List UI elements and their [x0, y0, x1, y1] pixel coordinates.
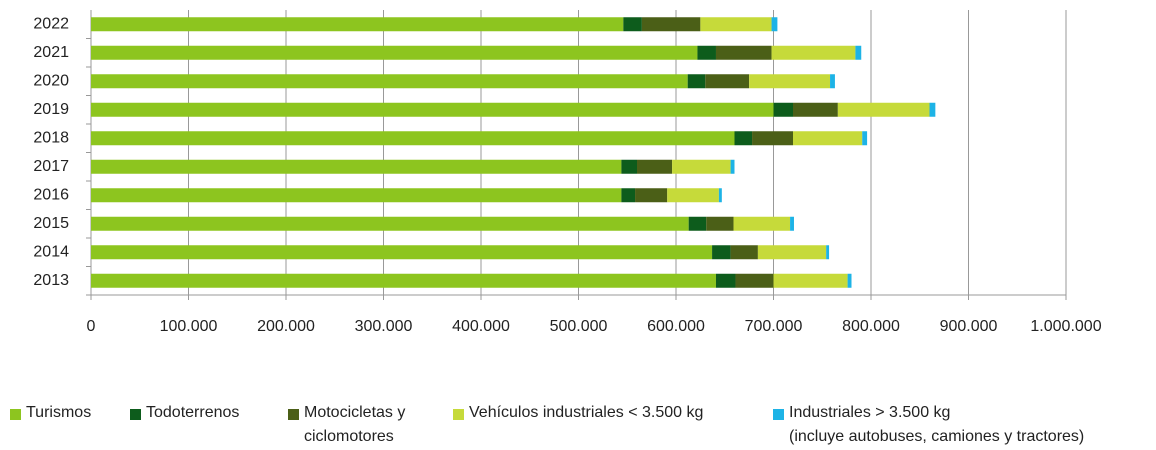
- bar-segment: [91, 245, 713, 260]
- x-tick-label: 500.000: [550, 318, 608, 335]
- bar-segment: [793, 102, 838, 117]
- bar-segment: [734, 131, 753, 146]
- bar-segment: [730, 245, 758, 260]
- legend-label: Industriales > 3.500 kg (incluye autobus…: [789, 404, 1085, 445]
- bar-segment: [826, 245, 830, 260]
- bar-segment: [672, 159, 731, 174]
- bar-segment: [752, 131, 793, 146]
- bar-segment: [91, 17, 624, 32]
- x-tick-label: 900.000: [940, 318, 998, 335]
- bar-segment: [91, 188, 622, 203]
- y-tick-label: 2016: [33, 186, 69, 203]
- legend-swatch: [453, 409, 464, 420]
- bar-segment: [790, 216, 794, 231]
- bar-segment: [700, 17, 772, 32]
- bar-segment: [715, 273, 736, 288]
- x-tick-label: 400.000: [452, 318, 510, 335]
- bar-segment: [688, 216, 707, 231]
- bar-segment: [621, 159, 637, 174]
- x-tick-label: 100.000: [160, 318, 218, 335]
- bar-segment: [773, 273, 848, 288]
- y-tick-label: 2017: [33, 158, 69, 175]
- bar-segment: [91, 74, 688, 89]
- x-tick-label: 0: [87, 318, 96, 335]
- legend-item: Industriales > 3.500 kg (incluye autobus…: [773, 404, 1084, 449]
- bar-segment: [91, 273, 716, 288]
- legend-item: Vehículos industriales < 3.500 kg: [453, 404, 703, 425]
- legend-swatch: [10, 409, 21, 420]
- y-tick-label: 2018: [33, 129, 69, 146]
- legend-label: Motocicletas y ciclomotores: [304, 404, 406, 445]
- y-tick-label: 2020: [33, 72, 69, 89]
- legend-item: Todoterrenos: [130, 404, 239, 425]
- bar-segment: [771, 17, 778, 32]
- x-tick-label: 800.000: [842, 318, 900, 335]
- bar-segment: [715, 45, 772, 60]
- y-tick-label: 2019: [33, 101, 69, 118]
- legend-swatch: [288, 409, 299, 420]
- bar-segment: [697, 45, 716, 60]
- legend-label: Turismos: [26, 404, 92, 421]
- legend-item: Turismos: [10, 404, 91, 425]
- bar-segment: [773, 102, 793, 117]
- x-tick-label: 700.000: [745, 318, 803, 335]
- bar-segment: [91, 216, 689, 231]
- bar-segment: [847, 273, 852, 288]
- bar-segment: [705, 74, 750, 89]
- bar-segment: [637, 159, 673, 174]
- legend-swatch: [130, 409, 141, 420]
- bar-segment: [855, 45, 862, 60]
- legend-label: Vehículos industriales < 3.500 kg: [469, 404, 704, 421]
- bar-segment: [929, 102, 936, 117]
- bar-segment: [730, 159, 735, 174]
- bar-segment: [641, 17, 701, 32]
- bar-segment: [623, 17, 642, 32]
- bar-segment: [687, 74, 706, 89]
- bar-segment: [757, 245, 827, 260]
- bar-segment: [830, 74, 835, 89]
- x-tick-label: 200.000: [257, 318, 315, 335]
- bar-segment: [91, 45, 698, 60]
- bar-segment: [735, 273, 774, 288]
- bar-segment: [862, 131, 868, 146]
- bar-segment: [91, 131, 735, 146]
- x-tick-label: 600.000: [647, 318, 705, 335]
- y-tick-label: 2022: [33, 15, 69, 32]
- x-tick-label: 1.000.000: [1030, 318, 1101, 335]
- bar-segment: [91, 102, 774, 117]
- legend-item: Motocicletas y ciclomotores: [288, 404, 405, 449]
- y-tick-label: 2014: [33, 243, 69, 260]
- y-tick-label: 2021: [33, 44, 69, 61]
- y-tick-label: 2015: [33, 215, 69, 232]
- bar-segment: [793, 131, 863, 146]
- bar-segment: [712, 245, 731, 260]
- bar-segment: [749, 74, 831, 89]
- bar-segment: [718, 188, 722, 203]
- x-tick-label: 300.000: [355, 318, 413, 335]
- bar-segment: [837, 102, 930, 117]
- bar-segment: [667, 188, 719, 203]
- y-tick-label: 2013: [33, 272, 69, 289]
- legend-swatch: [773, 409, 784, 420]
- bar-segment: [771, 45, 856, 60]
- bar-segment: [706, 216, 734, 231]
- bar-segment: [91, 159, 622, 174]
- bar-segment: [635, 188, 668, 203]
- legend-label: Todoterrenos: [146, 404, 240, 421]
- bar-segment: [733, 216, 791, 231]
- bar-segment: [621, 188, 636, 203]
